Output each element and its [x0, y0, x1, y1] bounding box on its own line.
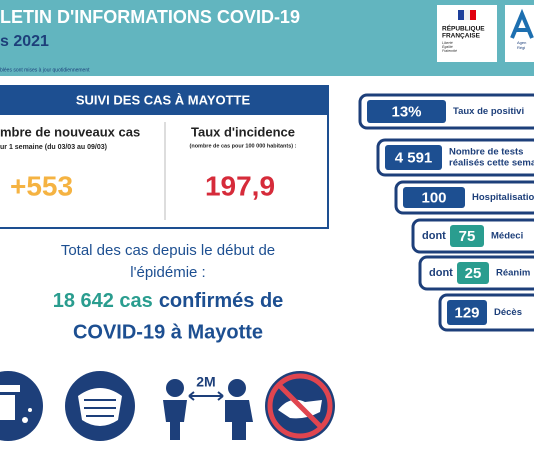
- icon-mask: [65, 371, 135, 441]
- icon-no-handshake: [265, 371, 335, 441]
- total-count: 18 642 cas: [53, 290, 153, 312]
- icon-distance: 2M: [163, 374, 253, 440]
- indicator-value-box: [450, 225, 484, 247]
- suivi-title: SUIVI DES CAS À MAYOTTE: [76, 92, 251, 107]
- motto: Liberté: [442, 41, 453, 45]
- new-cases-period: ur 1 semaine (du 03/03 au 09/03): [0, 144, 107, 151]
- total-line: l'épidémie :: [130, 264, 205, 281]
- logo-ars-text: Régi: [517, 45, 525, 50]
- incidence-label: Taux d'incidence: [191, 124, 295, 139]
- indicator-value: 100: [421, 189, 446, 206]
- logo-ars-text: Agen: [517, 40, 526, 45]
- indicator-label: Taux de positivi: [453, 106, 524, 117]
- indicator-value: 4 591: [395, 149, 433, 166]
- motto: Égalité: [442, 44, 453, 49]
- note: blées sont mises à jour quotidiennement: [0, 67, 90, 73]
- indicator-value-box: [447, 300, 487, 325]
- motto: Fraternité: [442, 49, 457, 53]
- indicator-label: Réanim: [496, 268, 530, 279]
- indicator-label: Nombre de tests: [449, 147, 523, 158]
- indicator-value: 129: [454, 304, 479, 321]
- indicator-value-box: [385, 145, 442, 170]
- indicator-label: réalisés cette semai: [449, 158, 534, 169]
- new-cases-value: +553: [10, 170, 73, 201]
- indicators: 13% Taux de positivi 4 591 Nombre de testsr…: [358, 93, 534, 332]
- icon-handwash: [0, 371, 43, 441]
- total-count-line: 18 642 cas confirmés de: [53, 290, 284, 312]
- total-line: COVID-19 à Mayotte: [73, 321, 263, 343]
- indicator-label: Hospitalisation: [472, 192, 534, 203]
- flag: [464, 10, 470, 20]
- indicator-value-box: [367, 100, 446, 123]
- suivi-header: [0, 86, 328, 115]
- flag: [470, 10, 476, 20]
- indicator-label: Médeci: [491, 231, 523, 242]
- incidence-value: 197,9: [205, 170, 275, 201]
- indicator-value: 75: [459, 228, 476, 245]
- indicator-label: Décès: [494, 307, 522, 318]
- incidence-note: (nombre de cas pour 100 000 habitants) :: [190, 143, 297, 149]
- indicator-value-box: [403, 187, 465, 208]
- title: LETIN D'INFORMATIONS COVID-19: [0, 7, 300, 27]
- indicator-value: 13%: [391, 103, 421, 120]
- logo-rf-line: RÉPUBLIQUE: [442, 24, 485, 33]
- flag: [458, 10, 464, 20]
- indicator-prefix: dont: [429, 267, 453, 279]
- logo-ars-mark: [510, 8, 534, 39]
- distance-label: 2M: [196, 374, 215, 390]
- indicator-value-box: [457, 262, 489, 284]
- subtitle: s 2021: [0, 33, 49, 50]
- indicator-value: 25: [465, 265, 482, 282]
- total-rest: confirmés de: [159, 290, 283, 312]
- new-cases-label: mbre de nouveaux cas: [0, 124, 140, 139]
- logo-rf-line: FRANÇAISE: [442, 33, 481, 40]
- total-line: Total des cas depuis le début de: [61, 242, 275, 259]
- indicator-prefix: dont: [422, 230, 446, 242]
